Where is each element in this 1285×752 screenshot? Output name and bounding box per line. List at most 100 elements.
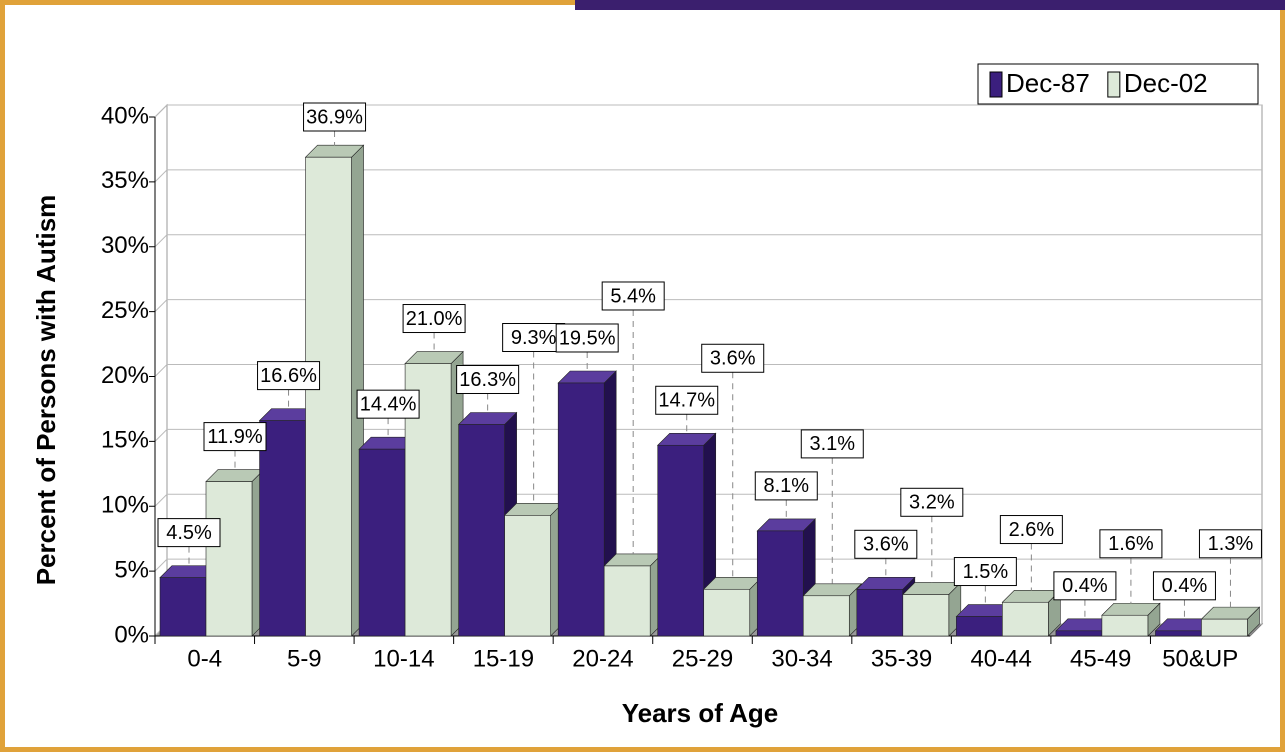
label-box (1053, 571, 1117, 601)
y-tick-label: 40% (101, 102, 149, 129)
value-label: 36.9% (306, 106, 363, 128)
y-tick-label: 5% (114, 556, 149, 583)
value-label: 3.1% (809, 433, 855, 455)
bar (856, 588, 904, 637)
x-tick-label: 35-39 (871, 645, 932, 672)
x-tick-label: 15-19 (473, 645, 534, 672)
bar (557, 382, 605, 637)
header-band (575, 0, 1285, 10)
y-tick-label: 10% (101, 492, 149, 519)
label-box (555, 323, 619, 353)
x-tick-label: 50&UP (1162, 645, 1238, 672)
y-tick-label: 30% (101, 232, 149, 259)
value-label: 16.6% (260, 365, 317, 387)
y-tick-label: 0% (114, 621, 149, 648)
grid-line-side (154, 299, 168, 312)
legend-label: Dec-87 (1006, 68, 1090, 98)
y-tick-label: 15% (101, 427, 149, 454)
bar (1055, 630, 1103, 637)
label-box (900, 487, 964, 517)
label-box (854, 529, 918, 559)
label-box (402, 304, 466, 334)
label-box (601, 281, 665, 311)
legend-label: Dec-02 (1124, 68, 1208, 98)
bar (1155, 630, 1202, 637)
label-box (754, 471, 818, 501)
label-box (456, 365, 520, 395)
label-box (1152, 571, 1216, 601)
value-label: 1.3% (1208, 533, 1254, 555)
label-box (999, 515, 1063, 545)
value-label: 4.5% (166, 522, 212, 544)
bar (305, 156, 352, 637)
y-tick-label: 20% (101, 362, 149, 389)
grid-line-side (154, 558, 168, 572)
value-label: 21.0% (406, 308, 463, 330)
value-label: 11.9% (207, 426, 262, 448)
value-label: 0.4% (1162, 575, 1208, 597)
value-label: 3.6% (863, 534, 909, 556)
bar (603, 565, 651, 637)
grid-line-side (154, 493, 168, 507)
bar (956, 616, 1003, 637)
label-box (502, 323, 566, 353)
grid-line-side (154, 429, 168, 442)
bar (756, 530, 804, 637)
x-axis-title: Years of Age (622, 698, 779, 728)
value-label: 1.6% (1108, 533, 1154, 555)
legend-swatch (1107, 71, 1121, 98)
label-box (1198, 529, 1262, 559)
bar (1201, 618, 1248, 637)
value-label: 2.6% (1009, 519, 1055, 541)
bar (1002, 601, 1049, 637)
y-tick-label: 35% (101, 167, 149, 194)
value-label: 14.7% (658, 390, 715, 412)
value-label: 3.6% (710, 348, 756, 370)
grid-line-side (154, 104, 168, 118)
bar (703, 588, 751, 637)
value-label: 8.1% (763, 475, 809, 497)
value-label: 9.3% (511, 327, 557, 349)
grid-line-side (154, 234, 168, 248)
legend-swatch (989, 71, 1003, 98)
label-box (303, 102, 367, 132)
bar (657, 444, 705, 637)
bar (1101, 614, 1149, 637)
value-label: 1.5% (963, 561, 1009, 583)
x-tick-label: 30-34 (771, 645, 832, 672)
bar (259, 420, 306, 637)
x-tick-label: 40-44 (970, 645, 1031, 672)
value-label: 19.5% (559, 327, 616, 349)
value-label: 3.2% (909, 492, 955, 514)
label-box (655, 385, 719, 415)
bar (802, 595, 850, 637)
label-box (953, 557, 1017, 587)
y-axis-title: Percent of Persons with Autism (31, 195, 61, 586)
label-box (1099, 529, 1163, 559)
value-label: 5.4% (610, 285, 656, 307)
grid-line-side (154, 364, 168, 377)
bar (358, 448, 406, 637)
label-box (203, 422, 267, 452)
x-tick-label: 0-4 (187, 645, 222, 672)
value-label: 14.4% (360, 393, 417, 415)
x-tick-label: 10-14 (373, 645, 434, 672)
bar (504, 515, 551, 637)
label-box (257, 361, 321, 391)
plot: 0% 5% 10% 15% 20% 25% 30% 35% 40% 0-4 5-9 10-14 15-1… (101, 63, 1264, 672)
x-tick-label: 20-24 (572, 645, 633, 672)
label-box (356, 389, 420, 419)
label-box (157, 518, 221, 548)
value-label: 0.4% (1062, 575, 1108, 597)
bar (159, 577, 207, 637)
value-label: 16.3% (459, 369, 516, 391)
bar (458, 424, 505, 637)
x-tick-label: 45-49 (1070, 645, 1131, 672)
label-box (800, 429, 864, 459)
grid-line-side (154, 169, 168, 183)
bar (205, 481, 253, 637)
y-tick-label: 25% (101, 297, 149, 324)
x-tick-label: 25-29 (672, 645, 733, 672)
label-box (701, 343, 765, 373)
